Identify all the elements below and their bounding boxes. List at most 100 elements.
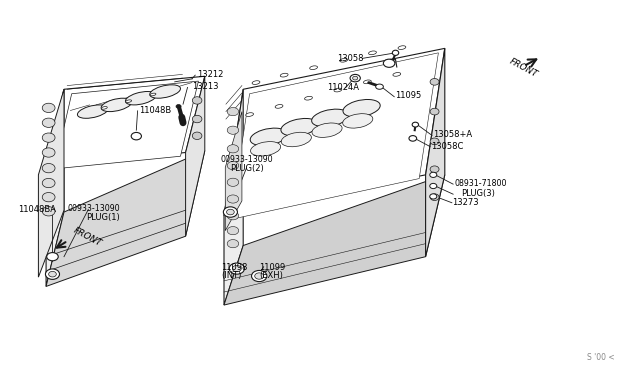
Ellipse shape: [393, 73, 401, 76]
Ellipse shape: [227, 145, 239, 153]
Ellipse shape: [101, 106, 108, 109]
Ellipse shape: [364, 80, 371, 84]
Text: 08931-71800: 08931-71800: [454, 179, 507, 187]
Text: FRONT: FRONT: [508, 57, 539, 79]
Text: 11048B: 11048B: [140, 106, 172, 115]
Ellipse shape: [227, 178, 239, 186]
Polygon shape: [46, 76, 205, 166]
Ellipse shape: [275, 105, 283, 108]
Ellipse shape: [227, 227, 239, 235]
Text: 00933-13090: 00933-13090: [221, 155, 273, 164]
Ellipse shape: [176, 105, 181, 108]
Ellipse shape: [42, 164, 55, 173]
Ellipse shape: [42, 193, 55, 202]
Ellipse shape: [343, 99, 380, 117]
Ellipse shape: [101, 98, 132, 112]
Polygon shape: [54, 81, 198, 169]
Text: 13213: 13213: [192, 82, 218, 91]
Ellipse shape: [227, 108, 239, 116]
Text: S '00 <: S '00 <: [587, 353, 614, 362]
Ellipse shape: [150, 85, 180, 98]
Ellipse shape: [227, 212, 239, 220]
Ellipse shape: [227, 240, 239, 248]
Ellipse shape: [392, 50, 399, 55]
Ellipse shape: [192, 115, 202, 123]
Ellipse shape: [42, 118, 55, 127]
Ellipse shape: [42, 103, 55, 112]
Text: 13212: 13212: [197, 70, 223, 79]
Ellipse shape: [227, 209, 234, 215]
Text: 13058: 13058: [337, 54, 363, 63]
Ellipse shape: [131, 132, 141, 140]
Ellipse shape: [42, 179, 55, 188]
Ellipse shape: [252, 270, 267, 282]
Polygon shape: [224, 89, 243, 305]
Ellipse shape: [227, 195, 239, 203]
Ellipse shape: [77, 105, 108, 118]
Ellipse shape: [430, 194, 439, 201]
Polygon shape: [225, 112, 242, 231]
Ellipse shape: [409, 136, 417, 141]
Ellipse shape: [125, 100, 132, 103]
Ellipse shape: [47, 253, 58, 261]
Ellipse shape: [430, 138, 439, 145]
Ellipse shape: [383, 59, 395, 67]
Polygon shape: [46, 151, 205, 286]
Text: 11095: 11095: [396, 92, 422, 100]
Ellipse shape: [430, 183, 437, 189]
Text: (EXH): (EXH): [259, 271, 283, 280]
Ellipse shape: [369, 51, 376, 55]
Polygon shape: [46, 89, 64, 286]
Ellipse shape: [255, 273, 264, 279]
Text: (INT): (INT): [221, 271, 242, 280]
Ellipse shape: [246, 113, 253, 116]
Ellipse shape: [223, 207, 237, 217]
Text: PLUG(1): PLUG(1): [86, 213, 120, 222]
Ellipse shape: [340, 58, 348, 62]
Polygon shape: [426, 48, 445, 257]
Ellipse shape: [430, 194, 437, 199]
Text: 11098: 11098: [221, 263, 248, 272]
Ellipse shape: [42, 148, 55, 157]
Ellipse shape: [312, 123, 342, 137]
Ellipse shape: [281, 132, 312, 147]
Polygon shape: [186, 76, 205, 236]
Ellipse shape: [192, 97, 202, 104]
Ellipse shape: [45, 269, 60, 279]
Ellipse shape: [150, 93, 156, 96]
Ellipse shape: [305, 96, 312, 100]
Text: 13273: 13273: [452, 198, 479, 207]
Polygon shape: [38, 89, 64, 277]
Ellipse shape: [49, 272, 56, 277]
Ellipse shape: [42, 133, 55, 142]
Ellipse shape: [310, 66, 317, 70]
Ellipse shape: [229, 263, 244, 274]
Ellipse shape: [334, 88, 342, 92]
Text: 13058C: 13058C: [431, 142, 464, 151]
Text: PLUG(2): PLUG(2): [230, 164, 264, 173]
Text: 11099: 11099: [259, 263, 285, 272]
Ellipse shape: [281, 118, 318, 136]
Text: 11024A: 11024A: [327, 83, 359, 92]
Ellipse shape: [342, 114, 373, 128]
Ellipse shape: [227, 126, 239, 134]
Ellipse shape: [280, 73, 288, 77]
Ellipse shape: [398, 46, 406, 49]
Polygon shape: [230, 53, 438, 219]
Ellipse shape: [430, 78, 439, 85]
Polygon shape: [224, 48, 445, 216]
Ellipse shape: [42, 207, 55, 216]
Ellipse shape: [250, 142, 281, 156]
Ellipse shape: [232, 266, 241, 272]
Text: PLUG(3): PLUG(3): [461, 189, 495, 198]
Ellipse shape: [227, 161, 239, 170]
Ellipse shape: [312, 109, 349, 127]
Polygon shape: [224, 175, 445, 305]
Text: FRONT: FRONT: [72, 226, 103, 248]
Ellipse shape: [125, 92, 156, 105]
Ellipse shape: [412, 122, 419, 127]
Text: 00933-13090: 00933-13090: [67, 204, 120, 213]
Ellipse shape: [250, 128, 287, 146]
Ellipse shape: [376, 84, 383, 89]
Ellipse shape: [430, 172, 437, 177]
